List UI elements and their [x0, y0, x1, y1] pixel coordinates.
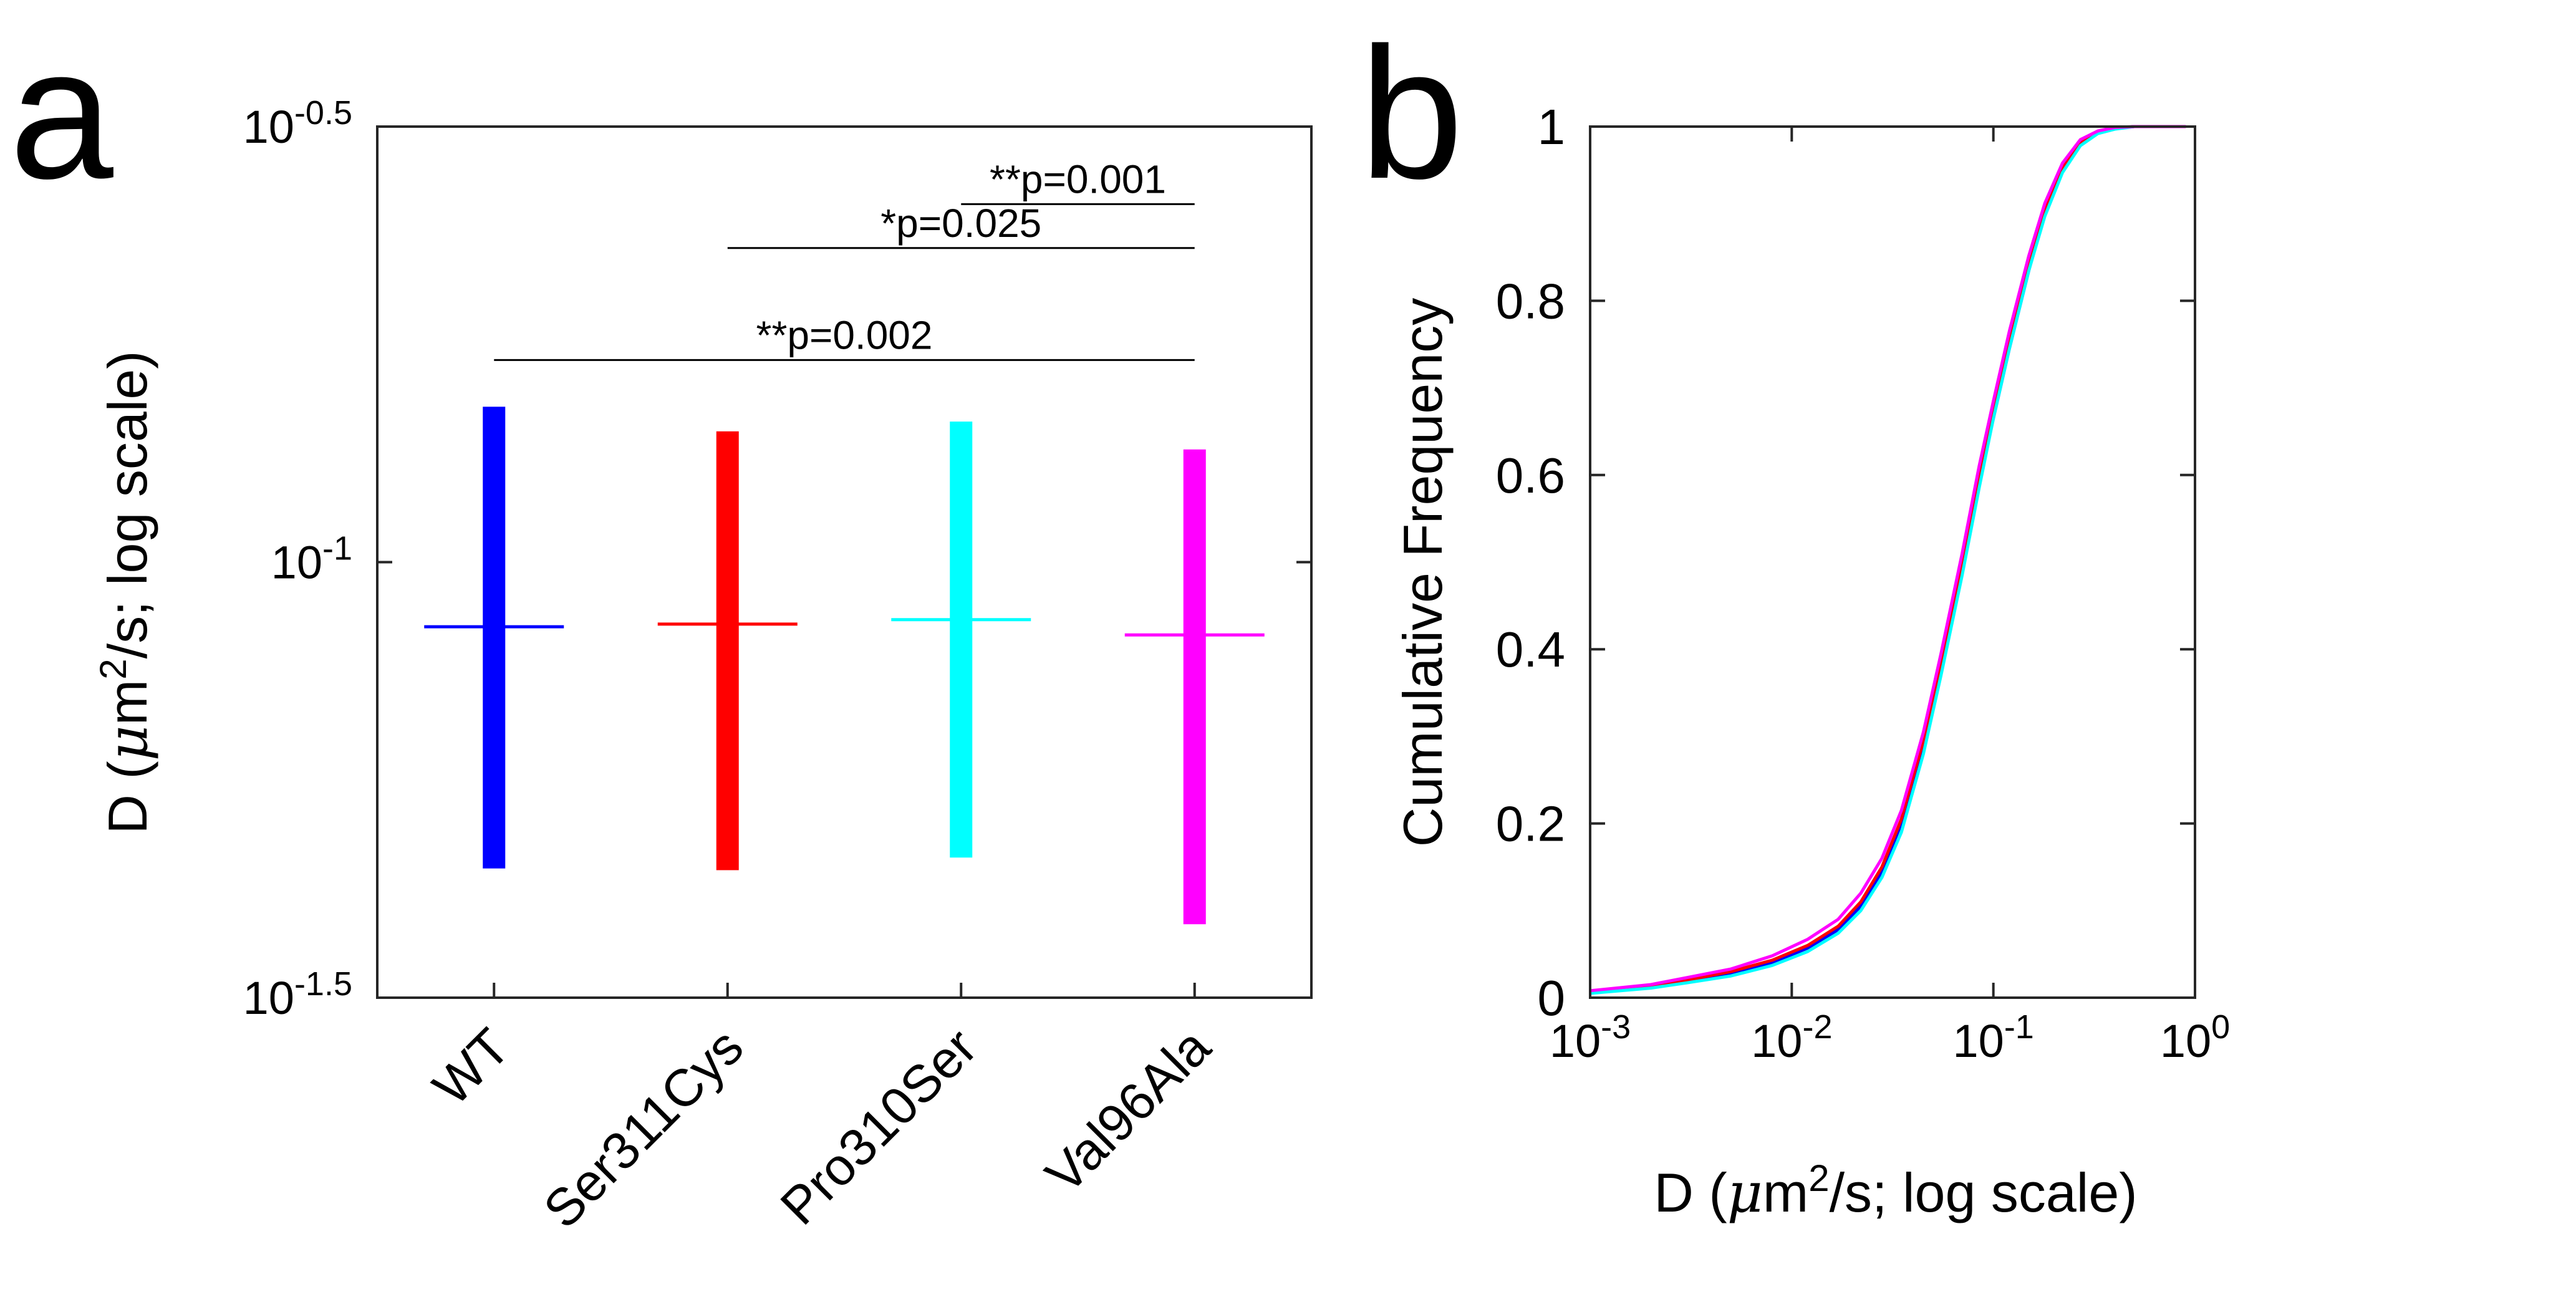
x-tick-label-b-base: 10 — [1550, 1015, 1601, 1067]
y-tick-label-a: 10-0.5 — [243, 94, 352, 153]
y-tick-label-b: 0.2 — [1496, 796, 1565, 852]
y-tick-label-a-exponent: -0.5 — [294, 94, 352, 132]
panel-b-label: b — [1359, 8, 1464, 218]
x-axis-ticks-b: 10-3 10-2 10-1 100 — [1550, 127, 2230, 1067]
x-axis-label-b: D (μm2/s; log scale) — [1654, 1157, 2137, 1225]
x-tick-label-b: 10-1 — [1953, 1008, 2034, 1067]
x-tick-label-b-exponent: -3 — [1601, 1008, 1631, 1046]
y-axis-label-a: D (μm2/s; log scale) — [92, 350, 160, 834]
range-bar-WT — [483, 407, 506, 869]
y-axis-ticks-a: 10-0.510-110-1.5 — [243, 94, 1311, 1024]
cdf-line-Pro310Ser — [1589, 125, 2186, 995]
y-tick-label-a-base: 10 — [271, 537, 322, 589]
x-tick-label-b: 10-2 — [1751, 1008, 1832, 1067]
significance-label: *p=0.025 — [880, 201, 1041, 246]
range-bar-Val96Ala — [1183, 449, 1206, 925]
cdf-lines — [1589, 125, 2186, 995]
range-bars — [424, 407, 1265, 925]
y-tick-label-b: 0.6 — [1496, 448, 1565, 503]
x-tick-label-b-base: 10 — [1751, 1015, 1802, 1067]
significance-brackets: **p=0.002 *p=0.025**p=0.001 — [494, 157, 1195, 361]
plot-area-b — [1589, 125, 2196, 999]
panel-a-label: a — [9, 8, 115, 218]
x-tick-label-b-exponent: -1 — [2004, 1008, 2034, 1046]
y-tick-label-b: 1 — [1538, 99, 1566, 155]
y-tick-label-a: 10-1.5 — [243, 965, 352, 1024]
y-tick-label-b: 0.8 — [1496, 273, 1565, 329]
x-tick-label-b: 10-3 — [1550, 1008, 1631, 1067]
range-bar-Ser311Cys — [716, 431, 739, 870]
y-tick-label-a-exponent: -1.5 — [294, 965, 352, 1003]
range-bar-Pro310Ser — [950, 422, 973, 858]
x-tick-label-b-exponent: -2 — [1802, 1008, 1832, 1046]
y-tick-label-b: 0 — [1538, 970, 1566, 1026]
significance-label: **p=0.002 — [756, 312, 933, 357]
y-axis-label-b: Cumulative Frequency — [1392, 298, 1454, 847]
y-tick-label-a-base: 10 — [243, 101, 294, 153]
y-tick-label-a-base: 10 — [243, 972, 294, 1024]
x-tick-label-b: 100 — [2160, 1008, 2230, 1067]
chart-b: 00.20.40.60.81 10-3 10-2 10-1 100 Cumulativ… — [1392, 99, 2230, 1225]
significance-label: **p=0.001 — [990, 157, 1166, 201]
x-tick-label-b-base: 10 — [2160, 1015, 2211, 1067]
y-tick-label-b: 0.4 — [1496, 622, 1565, 677]
x-tick-label-b-exponent: 0 — [2211, 1008, 2230, 1046]
cdf-line-Val96Ala — [1589, 125, 2186, 993]
x-tick-label-b-base: 10 — [1953, 1015, 2004, 1067]
y-tick-label-a: 10-1 — [271, 530, 352, 589]
y-axis-ticks-b: 0 0.2 0.4 0.6 0.8 1 — [1496, 99, 2195, 1026]
y-tick-label-a-exponent: -1 — [322, 530, 352, 567]
